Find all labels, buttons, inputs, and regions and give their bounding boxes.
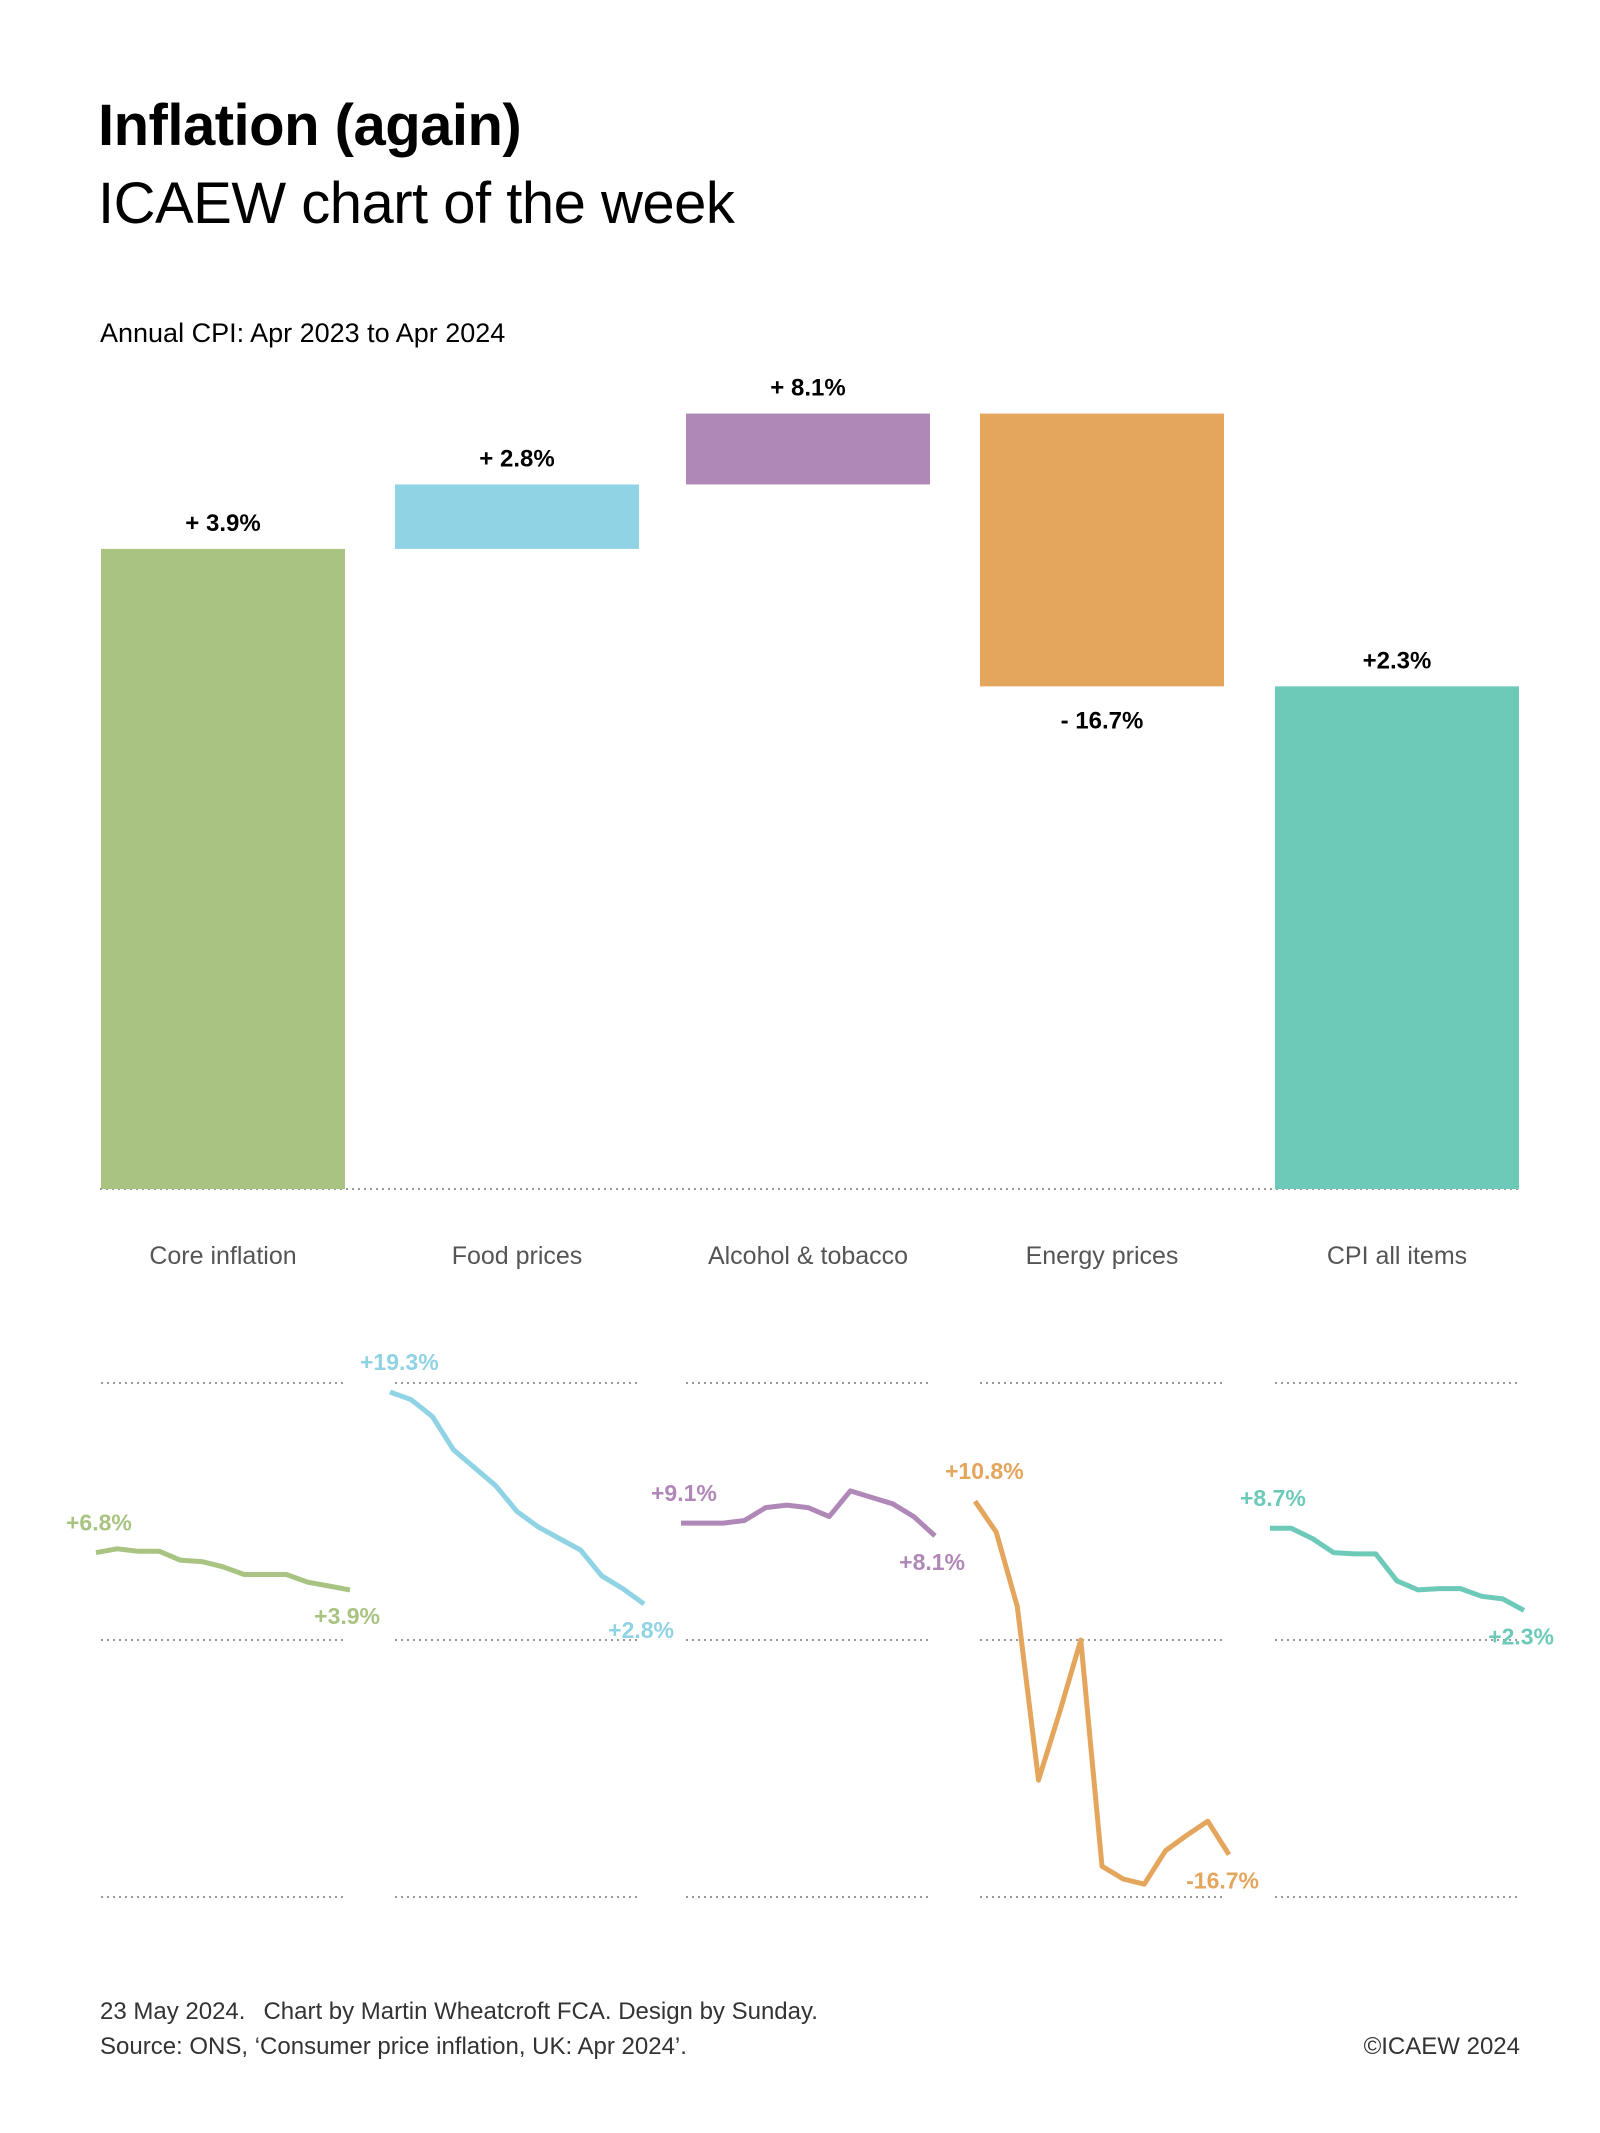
sparkline-start-label: +8.7% [1240, 1485, 1306, 1511]
bar-data-label: +2.3% [1363, 647, 1432, 674]
category-label: Food prices [452, 1242, 583, 1270]
footer-copyright: ©ICAEW 2024 [1363, 2033, 1520, 2060]
category-label: Energy prices [1026, 1242, 1179, 1270]
waterfall-bar [686, 413, 930, 485]
sparkline-end-label: +8.1% [899, 1549, 965, 1575]
sparkline-end-label: +3.9% [314, 1603, 380, 1629]
waterfall-bar [980, 413, 1224, 687]
sparkline-end-label: +2.3% [1488, 1623, 1554, 1649]
sparkline-end-label: +2.8% [608, 1617, 674, 1643]
bar-data-label: + 2.8% [479, 445, 554, 472]
sparkline-line [1270, 1525, 1526, 1613]
sparkline-line [681, 1488, 937, 1538]
sparkline-line [389, 1389, 646, 1607]
sparkline-start-label: +6.8% [66, 1510, 132, 1536]
sparkline-end-label: -16.7% [1186, 1868, 1259, 1894]
footer-credit: Chart by Martin Wheatcroft FCA. Design b… [263, 1998, 818, 2025]
chart-title: Annual CPI: Apr 2023 to Apr 2024 [100, 318, 506, 348]
category-label: CPI all items [1327, 1242, 1467, 1270]
waterfall-bar [101, 548, 345, 1189]
sparkline-start-label: +10.8% [945, 1458, 1024, 1484]
page-title: Inflation (again) [98, 93, 522, 158]
bar-data-label: + 8.1% [770, 375, 845, 402]
bar-data-label: - 16.7% [1061, 707, 1144, 734]
sparkline-start-label: +19.3% [360, 1349, 439, 1375]
footer-source: Source: ONS, ‘Consumer price inflation, … [100, 2033, 687, 2060]
sparkline-start-label: +9.1% [651, 1480, 717, 1506]
waterfall-and-sparkline-chart: + 3.9% Core inflation + 2.8% Food prices + 8… [66, 375, 1554, 1898]
footer-credits: 23 May 2024. Chart by Martin Wheatcroft F… [100, 1998, 818, 2026]
sparkline-line [95, 1546, 351, 1593]
footer-date: 23 May 2024. [100, 1998, 246, 2025]
category-label: Alcohol & tobacco [708, 1242, 908, 1270]
waterfall-bar [395, 484, 639, 549]
waterfall-bar [1275, 686, 1519, 1189]
page-subtitle: ICAEW chart of the week [98, 171, 735, 236]
bar-data-label: + 3.9% [185, 510, 260, 537]
sparkline-line [972, 1499, 1232, 1887]
category-label: Core inflation [149, 1242, 296, 1270]
